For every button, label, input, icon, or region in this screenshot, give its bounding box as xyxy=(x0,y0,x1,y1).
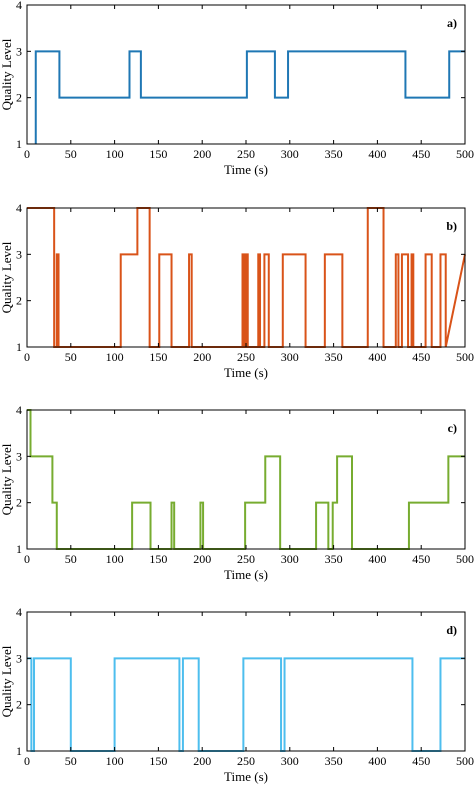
x-tick-label: 0 xyxy=(24,350,30,364)
x-tick-label: 100 xyxy=(106,147,124,161)
x-tick-label: 500 xyxy=(456,754,474,768)
y-tick-label: 4 xyxy=(16,0,22,12)
x-tick-label: 50 xyxy=(65,350,77,364)
y-tick-label: 3 xyxy=(16,247,22,261)
x-tick-label: 350 xyxy=(325,147,343,161)
panel-label: a) xyxy=(447,16,457,30)
panel-label: d) xyxy=(446,623,457,637)
x-tick-label: 450 xyxy=(412,147,430,161)
x-tick-label: 350 xyxy=(325,350,343,364)
x-tick-label: 200 xyxy=(193,350,211,364)
y-tick-label: 1 xyxy=(16,744,22,758)
x-axis-label: Time (s) xyxy=(224,365,268,380)
x-tick-label: 500 xyxy=(456,552,474,566)
x-tick-label: 0 xyxy=(24,552,30,566)
y-tick-label: 2 xyxy=(16,294,22,308)
x-tick-label: 300 xyxy=(281,552,299,566)
y-tick-label: 3 xyxy=(16,651,22,665)
chart-panel-2: 0 50 100 150 200 250 300 350 400 450 500 1 2 3 4 Time (… xyxy=(0,201,474,380)
x-tick-label: 100 xyxy=(106,552,124,566)
chart-panel-1: 0 50 100 150 200 250 300 350 400 450 500 1 2 3 4 Time (… xyxy=(0,0,474,177)
x-tick-label: 400 xyxy=(368,552,386,566)
series-line xyxy=(34,50,465,144)
series-line xyxy=(27,409,465,550)
x-tick-label: 450 xyxy=(412,754,430,768)
x-tick-label: 250 xyxy=(237,754,255,768)
plot-frame xyxy=(26,611,466,752)
y-tick-label: 1 xyxy=(16,340,22,354)
x-tick-label: 0 xyxy=(24,147,30,161)
y-tick-label: 4 xyxy=(16,201,22,215)
y-tick-label: 3 xyxy=(16,449,22,463)
y-tick-label: 4 xyxy=(16,605,22,619)
x-tick-label: 200 xyxy=(193,754,211,768)
y-tick-label: 3 xyxy=(16,44,22,58)
x-tick-label: 500 xyxy=(456,350,474,364)
x-tick-label: 150 xyxy=(149,147,167,161)
x-tick-label: 500 xyxy=(456,147,474,161)
x-tick-label: 300 xyxy=(281,754,299,768)
x-tick-label: 350 xyxy=(325,552,343,566)
x-tick-label: 400 xyxy=(368,147,386,161)
x-tick-label: 200 xyxy=(193,147,211,161)
x-axis-label: Time (s) xyxy=(224,162,268,177)
x-tick-label: 100 xyxy=(106,350,124,364)
x-tick-label: 350 xyxy=(325,754,343,768)
x-tick-label: 300 xyxy=(281,147,299,161)
x-tick-label: 250 xyxy=(237,552,255,566)
x-tick-label: 50 xyxy=(65,754,77,768)
y-tick-label: 4 xyxy=(16,403,22,417)
y-axis-label: Quality Level xyxy=(0,645,14,717)
x-tick-label: 150 xyxy=(149,552,167,566)
x-tick-label: 400 xyxy=(368,754,386,768)
y-axis-label: Quality Level xyxy=(0,38,14,110)
series-line xyxy=(27,657,465,752)
chart-panel-4: 0 50 100 150 200 250 300 350 400 450 500 1 2 3 4 Time (… xyxy=(0,605,474,784)
x-axis-label: Time (s) xyxy=(224,567,268,582)
x-tick-label: 450 xyxy=(412,552,430,566)
panel-label: c) xyxy=(448,421,457,435)
y-axis-label: Quality Level xyxy=(0,241,14,313)
x-tick-label: 250 xyxy=(237,147,255,161)
x-tick-label: 250 xyxy=(237,350,255,364)
x-tick-label: 200 xyxy=(193,552,211,566)
x-tick-label: 450 xyxy=(412,350,430,364)
x-tick-label: 150 xyxy=(149,350,167,364)
chart-panel-3: 0 50 100 150 200 250 300 350 400 450 500 1 2 3 4 Time (… xyxy=(0,403,474,582)
y-tick-label: 1 xyxy=(16,137,22,151)
x-tick-label: 300 xyxy=(281,350,299,364)
x-axis-label: Time (s) xyxy=(224,769,268,784)
y-tick-label: 2 xyxy=(16,698,22,712)
x-tick-label: 100 xyxy=(106,754,124,768)
panel-label: b) xyxy=(446,219,457,233)
y-tick-label: 1 xyxy=(16,542,22,556)
x-tick-label: 150 xyxy=(149,754,167,768)
y-axis-label: Quality Level xyxy=(0,443,14,515)
x-tick-label: 50 xyxy=(65,147,77,161)
x-tick-label: 0 xyxy=(24,754,30,768)
x-tick-label: 50 xyxy=(65,552,77,566)
series-line xyxy=(27,207,466,348)
x-tick-label: 400 xyxy=(368,350,386,364)
y-tick-label: 2 xyxy=(16,496,22,510)
y-tick-label: 2 xyxy=(16,91,22,105)
